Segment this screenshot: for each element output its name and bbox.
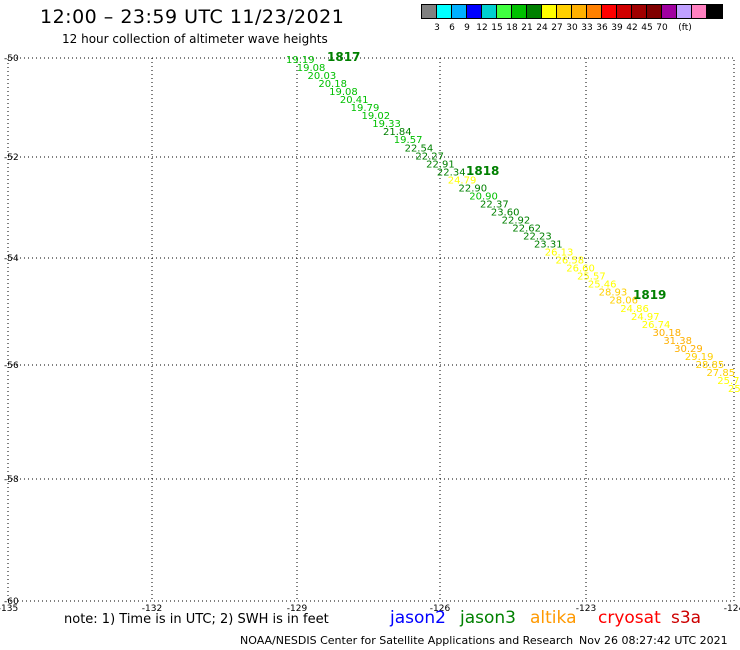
legend-unit: (ft): [678, 23, 692, 33]
lon-tick-label: -135: [0, 604, 18, 614]
swh-value-label: 19.57: [394, 135, 423, 146]
swh-value-label: 24.79: [448, 175, 477, 186]
lat-tick-label: -50: [4, 54, 19, 64]
legend-label: 33: [581, 23, 593, 33]
swh-value-label: 22.54: [405, 143, 434, 154]
lat-tick-label: -54: [4, 254, 19, 264]
lon-tick-label: -124: [724, 604, 740, 614]
legend-label: 6: [449, 23, 455, 33]
swh-value-label: 28.85: [696, 360, 725, 371]
swh-value-label: 25.57: [577, 272, 606, 283]
swh-value-label: 26.13: [545, 248, 574, 259]
swh-value-label: 22.34: [437, 167, 466, 178]
swh-value-label: 30.18: [653, 328, 682, 339]
swh-value-label: 26.60: [566, 264, 595, 275]
swh-value-label: 23.31: [534, 240, 563, 251]
swh-value-label: 22.27: [415, 151, 444, 162]
swh-value-label: 20.41: [340, 95, 369, 106]
lon-tick-label: -126: [430, 604, 451, 614]
swh-value-label: 22.23: [523, 232, 552, 243]
swh-value-label: 25.46: [588, 280, 617, 291]
swh-value-label: 22.90: [458, 183, 487, 194]
swh-value-label: 31.38: [663, 336, 692, 347]
swh-value-label: 19.08: [329, 87, 358, 98]
swh-value-label: 23.60: [491, 207, 520, 218]
swh-value-label: 20.03: [308, 71, 337, 82]
footer-note: note: 1) Time is in UTC; 2) SWH is in fe…: [64, 612, 329, 627]
swh-value-label: 24.97: [631, 312, 660, 323]
pass-hour-label: 1817: [327, 50, 360, 64]
swh-value-label: 22.92: [502, 215, 531, 226]
lon-tick-label: -132: [142, 604, 162, 614]
swh-value-label: 28.06: [609, 296, 638, 307]
legend-label: 42: [626, 23, 638, 33]
legend-label: 36: [596, 23, 608, 33]
swh-value-label: 19.33: [372, 119, 401, 130]
lat-tick-label: -60: [4, 597, 19, 607]
swh-value-label: 25: [728, 384, 740, 395]
legend-label: 18: [506, 23, 518, 33]
legend-label: 30: [566, 23, 578, 33]
swh-value-label: 30.29: [674, 344, 703, 355]
swh-value-label: 21.84: [383, 127, 412, 138]
satellite-label: jason3: [460, 608, 516, 628]
swh-value-label: 25.7: [717, 376, 739, 387]
satellite-label: s3a: [671, 608, 702, 628]
legend-label: 3: [434, 23, 440, 33]
pass-hour-label: 1819: [633, 288, 666, 302]
swh-value-label: 19.79: [351, 103, 380, 114]
swh-value-label: 26.58: [556, 256, 585, 267]
legend-label: 24: [536, 23, 548, 33]
swh-value-label: 22.62: [512, 224, 541, 235]
swh-value-label: 28.93: [599, 288, 628, 299]
lon-tick-label: -129: [287, 604, 308, 614]
legend-label: 12: [476, 23, 488, 33]
generated-timestamp: Nov 26 08:27:42 UTC 2021: [579, 634, 728, 647]
satellite-label: cryosat: [598, 608, 661, 628]
swh-value-label: 22.91: [426, 159, 455, 170]
legend-swatch: [706, 4, 723, 19]
swh-value-label: 22.37: [480, 199, 509, 210]
lat-tick-label: -58: [4, 475, 19, 485]
swh-value-label: 26.74: [642, 320, 671, 331]
pass-hour-label: 1818: [466, 164, 499, 178]
legend-label: 39: [611, 23, 623, 33]
swh-value-label: 27.85: [706, 368, 735, 379]
legend-label: 70: [656, 23, 668, 33]
legend-label: 27: [551, 23, 563, 33]
satellite-label: jason2: [390, 608, 446, 628]
lon-tick-label: -123: [576, 604, 596, 614]
legend-label: 9: [464, 23, 470, 33]
satellite-label: altika: [530, 608, 577, 628]
legend-label: 21: [521, 23, 533, 33]
map-title: 12:00 – 23:59 UTC 11/23/2021: [40, 6, 345, 28]
credit-text: NOAA/NESDIS Center for Satellite Applica…: [240, 634, 574, 647]
swh-value-label: 19.19: [286, 55, 315, 66]
swh-value-label: 24.86: [620, 304, 649, 315]
map-subtitle: 12 hour collection of altimeter wave hei…: [62, 32, 328, 46]
swh-value-label: 20.90: [469, 191, 498, 202]
lat-tick-label: -52: [4, 153, 19, 163]
legend-label: 15: [491, 23, 503, 33]
swh-value-label: 19.02: [361, 111, 390, 122]
swh-value-label: 29.19: [685, 352, 714, 363]
map-frame: [7, 57, 735, 602]
legend-label: 45: [641, 23, 653, 33]
lat-tick-label: -56: [4, 361, 19, 371]
swh-value-label: 20.18: [318, 79, 347, 90]
swh-value-label: 19.08: [297, 63, 326, 74]
